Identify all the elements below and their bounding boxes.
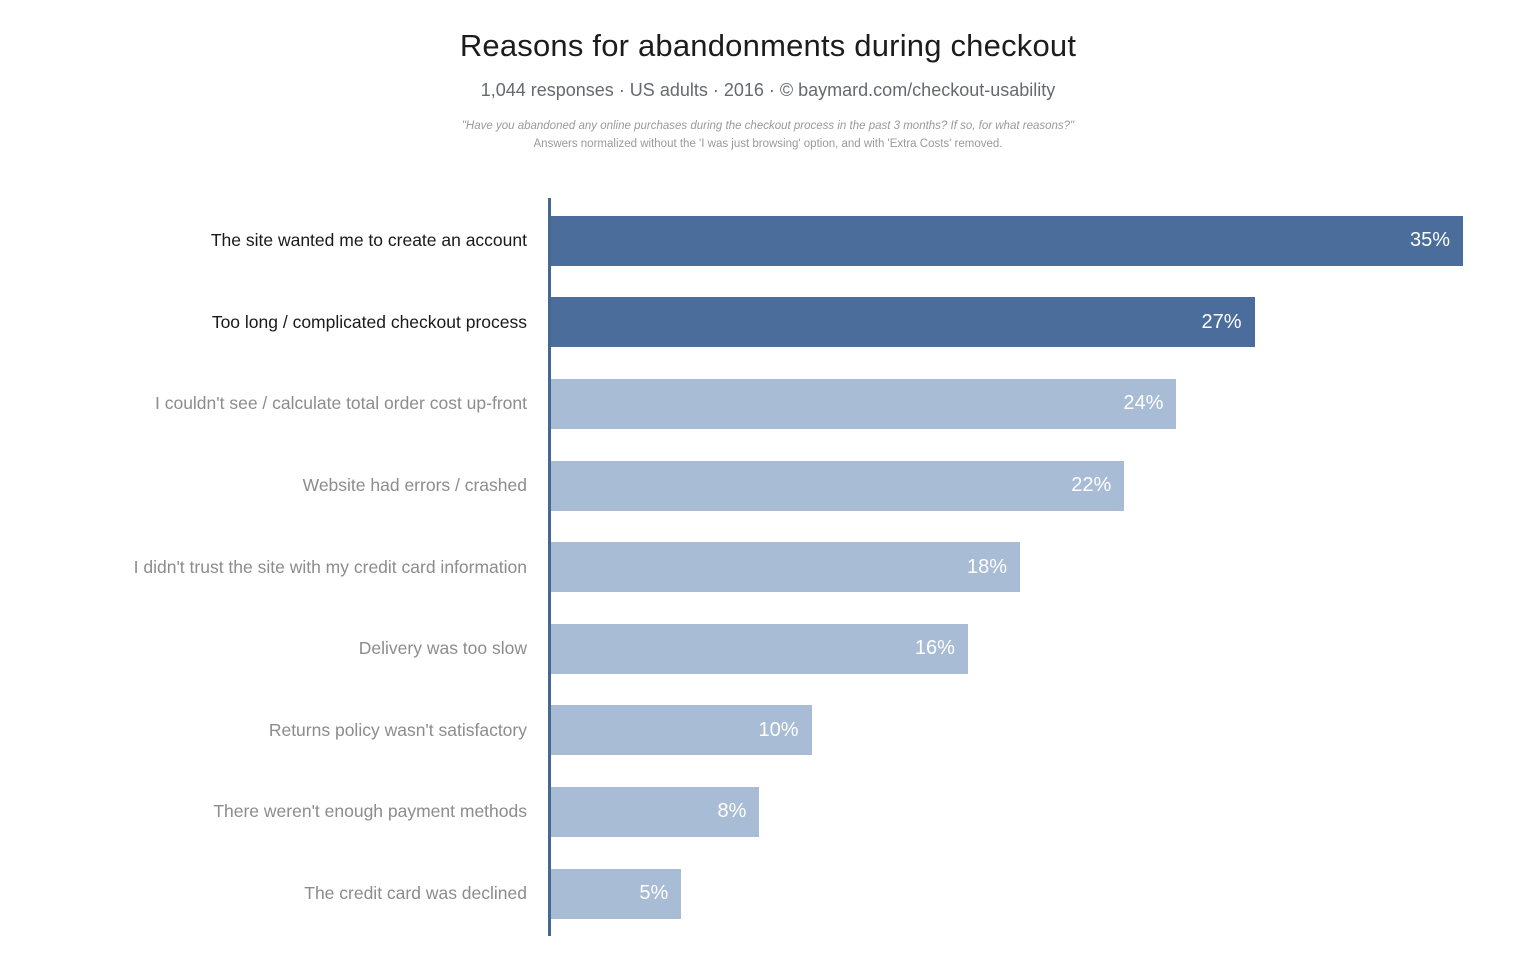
bar-label: I couldn't see / calculate total order c… <box>154 393 527 414</box>
bar-track: 24% <box>551 378 1463 429</box>
bar: 5% <box>551 868 682 919</box>
chart-row: I didn't trust the site with my credit c… <box>0 526 1536 608</box>
bar-value-label: 5% <box>639 882 669 905</box>
bar: 24% <box>551 378 1177 429</box>
chart-title: Reasons for abandonments during checkout <box>459 28 1077 63</box>
bar-value-label: 10% <box>758 718 799 741</box>
chart-note-line2: Answers normalized without the 'I was ju… <box>533 138 1003 150</box>
bar: 22% <box>551 460 1125 511</box>
y-axis-line <box>548 198 551 936</box>
bar-label: Delivery was too slow <box>358 638 527 659</box>
bar: 16% <box>551 623 968 674</box>
bar-track: 22% <box>551 460 1463 511</box>
bar: 8% <box>551 786 760 837</box>
bar-label: The credit card was declined <box>304 883 527 904</box>
bar-label: Returns policy wasn't satisfactory <box>268 719 527 740</box>
bar-value-label: 22% <box>1071 474 1112 497</box>
chart-row: Delivery was too slow 16% <box>0 608 1536 690</box>
bar-label: I didn't trust the site with my credit c… <box>133 556 527 577</box>
bar-chart: The site wanted me to create an account 3… <box>0 198 1536 936</box>
bar: 18% <box>551 542 1021 593</box>
chart-row: Website had errors / crashed 22% <box>0 445 1536 527</box>
bar-value-label: 16% <box>914 637 955 660</box>
bar-track: 18% <box>551 542 1463 593</box>
chart-row: There weren't enough payment methods 8% <box>0 771 1536 853</box>
bar-track: 8% <box>551 786 1463 837</box>
chart-note-line1: "Have you abandoned any online purchases… <box>461 120 1075 132</box>
chart-subtitle: 1,044 responses · US adults · 2016 · © b… <box>480 80 1056 100</box>
bar-track: 5% <box>551 868 1463 919</box>
bar-value-label: 24% <box>1123 392 1164 415</box>
chart-row: The credit card was declined 5% <box>0 853 1536 935</box>
bar-track: 16% <box>551 623 1463 674</box>
bar-value-label: 8% <box>717 800 747 823</box>
bar-track: 10% <box>551 705 1463 756</box>
chart-row: Returns policy wasn't satisfactory 10% <box>0 690 1536 772</box>
bar-label: The site wanted me to create an account <box>210 230 527 251</box>
bar-track: 35% <box>551 215 1463 266</box>
bar-label: Website had errors / crashed <box>302 475 527 496</box>
chart-note: "Have you abandoned any online purchases… <box>0 117 1536 153</box>
bar-label: There weren't enough payment methods <box>213 801 527 822</box>
bar: 35% <box>551 215 1463 266</box>
bar-value-label: 35% <box>1409 229 1450 252</box>
chart-header: Reasons for abandonments during checkout… <box>0 0 1536 153</box>
bar: 27% <box>551 297 1255 348</box>
chart-row: I couldn't see / calculate total order c… <box>0 363 1536 445</box>
bar-rows: The site wanted me to create an account 3… <box>0 200 1536 934</box>
bar-value-label: 18% <box>966 555 1008 578</box>
bar: 10% <box>551 705 812 756</box>
bar-label: Too long / complicated checkout process <box>211 311 527 332</box>
chart-row: Too long / complicated checkout process 2… <box>0 282 1536 364</box>
bar-value-label: 27% <box>1201 310 1242 333</box>
bar-track: 27% <box>551 297 1463 348</box>
chart-row: The site wanted me to create an account 3… <box>0 200 1536 282</box>
